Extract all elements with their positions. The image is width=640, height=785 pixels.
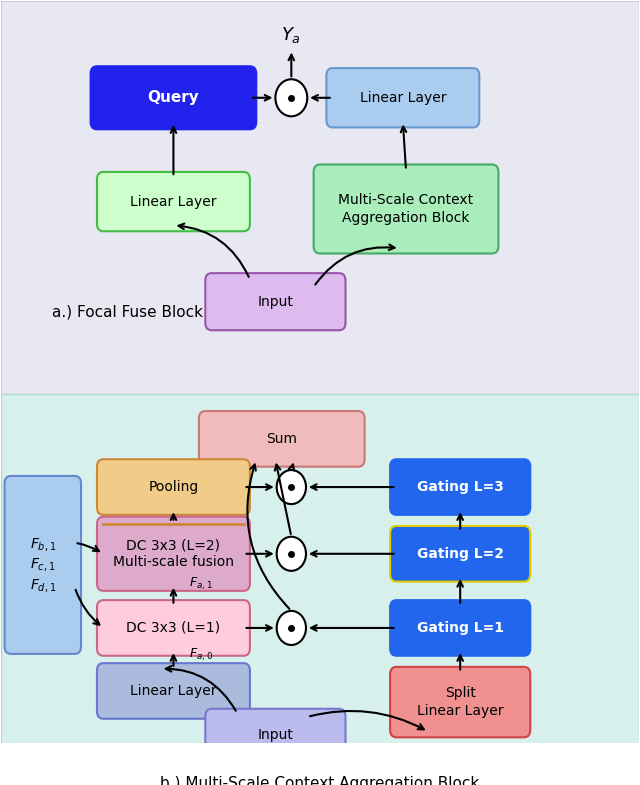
Text: Linear Layer: Linear Layer [130,195,217,209]
FancyBboxPatch shape [314,165,499,254]
Text: Multi-Scale Context
Aggregation Block: Multi-Scale Context Aggregation Block [339,193,474,225]
Text: DC 3x3 (L=2)
Multi-scale fusion: DC 3x3 (L=2) Multi-scale fusion [113,539,234,569]
Circle shape [276,611,306,645]
FancyBboxPatch shape [205,709,346,762]
Text: $Y_a$: $Y_a$ [282,25,301,45]
Text: Gating L=3: Gating L=3 [417,480,504,494]
Text: Linear Layer: Linear Layer [360,91,446,104]
Text: a.) Focal Fuse Block: a.) Focal Fuse Block [52,305,204,319]
Text: $F_{a,0}$: $F_{a,0}$ [189,646,213,663]
Text: Gating L=1: Gating L=1 [417,621,504,635]
FancyBboxPatch shape [91,66,256,130]
Text: Pooling: Pooling [148,480,198,494]
Text: Query: Query [148,90,199,105]
FancyBboxPatch shape [97,459,250,515]
FancyBboxPatch shape [4,476,81,654]
FancyBboxPatch shape [1,394,639,785]
Circle shape [275,79,307,116]
Text: Sum: Sum [266,432,297,446]
Text: $F_{a,1}$: $F_{a,1}$ [189,576,213,592]
FancyBboxPatch shape [390,526,531,582]
FancyBboxPatch shape [205,273,346,330]
FancyBboxPatch shape [390,459,531,515]
FancyBboxPatch shape [390,667,531,737]
FancyBboxPatch shape [326,68,479,127]
Circle shape [276,470,306,504]
FancyBboxPatch shape [97,663,250,719]
Text: Split
Linear Layer: Split Linear Layer [417,686,504,717]
Text: Gating L=2: Gating L=2 [417,547,504,560]
FancyBboxPatch shape [97,600,250,655]
FancyBboxPatch shape [390,600,531,655]
FancyBboxPatch shape [199,411,365,466]
Text: DC 3x3 (L=1): DC 3x3 (L=1) [126,621,221,635]
FancyBboxPatch shape [97,517,250,591]
Text: b.) Multi-Scale Context Aggregation Block: b.) Multi-Scale Context Aggregation Bloc… [161,776,479,785]
Text: Linear Layer: Linear Layer [130,684,217,698]
Text: Input: Input [257,294,293,309]
FancyBboxPatch shape [1,2,639,394]
Text: Input: Input [257,728,293,743]
Text: $F_{b,1}$
$F_{c,1}$
$F_{d,1}$: $F_{b,1}$ $F_{c,1}$ $F_{d,1}$ [29,536,56,594]
Circle shape [276,537,306,571]
FancyBboxPatch shape [97,172,250,232]
